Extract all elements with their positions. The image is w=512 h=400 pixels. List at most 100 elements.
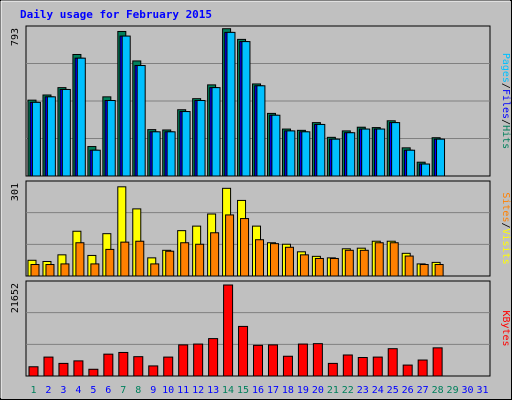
- bar-pages-day-2: [46, 96, 56, 177]
- x-tick-day-18: 18: [282, 385, 294, 396]
- bar-sites-day-25: [389, 242, 399, 277]
- bar-pages-day-15: [241, 41, 251, 177]
- bar-pages-day-9: [151, 131, 161, 177]
- x-tick-day-9: 9: [150, 385, 156, 396]
- bar-sites-day-27: [419, 264, 429, 277]
- legend-visits: Visits: [500, 229, 511, 265]
- bar-pages-day-22: [346, 132, 356, 177]
- bar-kbytes-day-8: [133, 356, 144, 377]
- y-max-label: 21652: [10, 283, 21, 313]
- series-legend: Sites/Visits: [500, 192, 511, 264]
- x-tick-day-22: 22: [342, 385, 354, 396]
- bar-sites-day-11: [180, 242, 190, 277]
- bar-sites-day-16: [255, 239, 265, 277]
- panel-kbytes: 21652 KBytes: [10, 280, 511, 377]
- legend-sites: Sites: [500, 192, 511, 222]
- bar-pages-day-11: [181, 111, 191, 177]
- series-legend: KBytes: [500, 310, 511, 346]
- x-tick-day-24: 24: [372, 385, 384, 396]
- x-tick-day-2: 2: [45, 385, 51, 396]
- bar-sites-day-21: [329, 257, 339, 277]
- bar-kbytes-day-19: [297, 343, 308, 377]
- x-tick-day-25: 25: [387, 385, 399, 396]
- bar-sites-day-26: [404, 255, 414, 277]
- bar-kbytes-day-20: [312, 343, 323, 377]
- x-tick-day-11: 11: [177, 385, 189, 396]
- bar-pages-day-16: [256, 85, 266, 177]
- bar-pages-day-27: [421, 163, 431, 177]
- bar-pages-day-21: [331, 138, 341, 177]
- bar-kbytes-day-1: [28, 366, 39, 377]
- x-tick-day-27: 27: [417, 385, 429, 396]
- x-tick-day-28: 28: [432, 385, 444, 396]
- bar-pages-day-17: [271, 114, 281, 177]
- legend-files: Files: [500, 89, 511, 119]
- bar-sites-day-17: [269, 243, 279, 277]
- bar-kbytes-day-4: [73, 360, 84, 377]
- bar-pages-day-14: [226, 31, 236, 177]
- bar-sites-day-9: [150, 263, 160, 277]
- bar-sites-day-4: [75, 242, 85, 277]
- x-tick-day-3: 3: [60, 385, 66, 396]
- bar-sites-day-23: [359, 249, 369, 277]
- x-tick-day-29: 29: [447, 385, 459, 396]
- x-tick-day-19: 19: [297, 385, 309, 396]
- bar-sites-day-24: [374, 242, 384, 277]
- bar-sites-day-5: [90, 263, 100, 277]
- x-axis-ticks: 1 2 3 4 5 6 7 8 9 10 11 12 13 14 15 16 17 18 19 20 21 22 23 24 2…: [30, 385, 488, 396]
- x-tick-day-26: 26: [402, 385, 414, 396]
- x-tick-day-5: 5: [90, 385, 96, 396]
- bar-sites-day-22: [344, 249, 354, 277]
- x-tick-day-20: 20: [312, 385, 324, 396]
- bar-kbytes-day-17: [267, 344, 278, 377]
- bar-sites-day-19: [299, 254, 309, 277]
- bar-kbytes-day-15: [238, 325, 249, 377]
- bar-pages-day-20: [316, 123, 326, 177]
- bar-kbytes-day-22: [342, 354, 353, 377]
- bar-sites-day-6: [105, 248, 115, 277]
- bar-sites-day-13: [210, 232, 220, 277]
- bar-pages-day-1: [31, 101, 41, 177]
- bar-pages-day-12: [196, 100, 206, 177]
- bar-kbytes-day-21: [327, 362, 338, 377]
- bar-kbytes-day-27: [417, 359, 428, 377]
- x-tick-day-10: 10: [162, 385, 174, 396]
- bar-sites-day-12: [195, 243, 205, 277]
- bar-pages-day-6: [106, 100, 116, 177]
- x-tick-day-17: 17: [267, 385, 279, 396]
- x-tick-day-1: 1: [30, 385, 36, 396]
- bar-pages-day-26: [406, 149, 416, 177]
- x-tick-day-14: 14: [222, 385, 234, 396]
- bar-pages-day-13: [211, 87, 221, 177]
- bar-kbytes-day-11: [178, 344, 189, 377]
- legend-separator: /: [500, 222, 511, 228]
- x-tick-day-6: 6: [105, 385, 111, 396]
- bar-kbytes-day-3: [58, 362, 69, 377]
- bar-pages-day-25: [391, 122, 401, 177]
- bar-kbytes-day-10: [163, 356, 174, 377]
- legend-pages: Pages: [500, 53, 511, 83]
- bar-pages-day-3: [61, 88, 71, 177]
- bar-kbytes-day-6: [103, 353, 114, 377]
- x-tick-day-13: 13: [207, 385, 219, 396]
- bar-kbytes-day-23: [357, 357, 368, 377]
- bar-kbytes-day-12: [193, 343, 204, 377]
- bar-sites-day-2: [45, 264, 55, 277]
- chart-title: Daily usage for February 2015: [20, 8, 212, 21]
- bar-kbytes-day-5: [88, 368, 99, 377]
- chart-panels: 793Pages/Files/Hits301Sites/Visits21652K…: [10, 25, 511, 377]
- bar-kbytes-day-25: [387, 348, 398, 377]
- bar-sites-day-8: [135, 240, 145, 277]
- bar-kbytes-day-9: [148, 365, 159, 377]
- bar-pages-day-18: [286, 130, 296, 177]
- x-tick-day-4: 4: [75, 385, 81, 396]
- bar-kbytes-day-24: [372, 356, 383, 377]
- legend-separator: /: [500, 83, 511, 89]
- bar-pages-day-19: [301, 131, 311, 177]
- bar-kbytes-day-14: [223, 284, 234, 377]
- bar-sites-day-20: [314, 257, 324, 277]
- bar-pages-day-24: [376, 128, 386, 177]
- x-tick-day-23: 23: [357, 385, 369, 396]
